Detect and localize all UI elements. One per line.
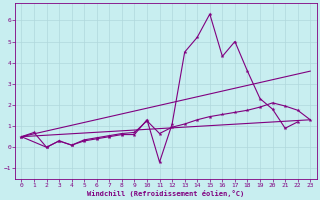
X-axis label: Windchill (Refroidissement éolien,°C): Windchill (Refroidissement éolien,°C)	[87, 190, 244, 197]
